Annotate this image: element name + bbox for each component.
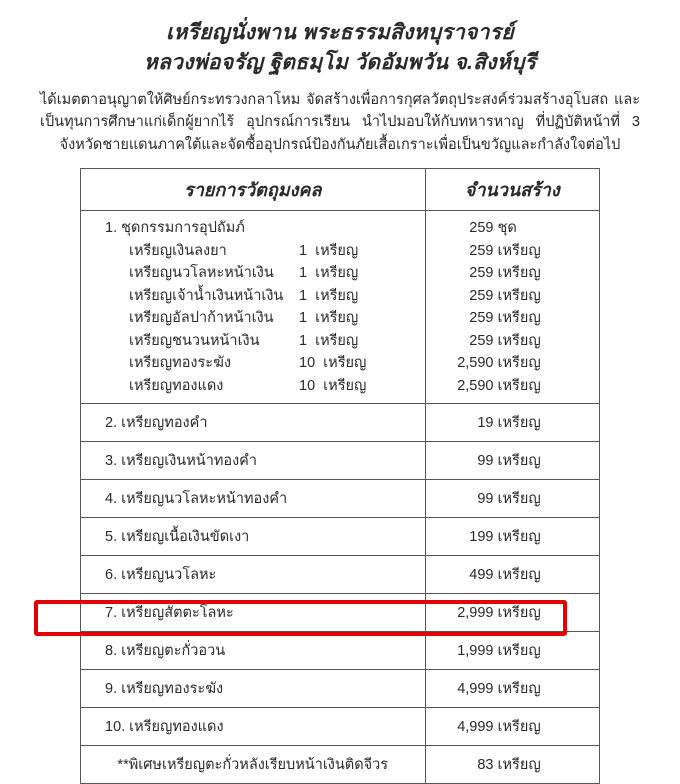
qty-cell: 4,999 เหรียญ xyxy=(425,708,600,746)
group1-line-name: เหรียญนวโลหะหน้าเงิน xyxy=(129,262,299,284)
item-cell: 8. เหรียญตะกั่วอวน xyxy=(81,632,426,670)
group1-line-name: เหรียญชนวนหน้าเงิน xyxy=(129,330,299,352)
group1-line-count: 1 เหรียญ xyxy=(299,262,358,284)
group1-line-name: เหรียญเงินลงยา xyxy=(129,240,299,262)
group1-item-cell: 1. ชุดกรรมการอุปถัมภ์เหรียญเงินลงยา1 เหร… xyxy=(81,211,426,404)
group1-line: เหรียญอัลปาก้าหน้าเงิน1 เหรียญ xyxy=(105,307,417,329)
item-cell: 2. เหรียญทองคำ xyxy=(81,404,426,442)
item-cell: 10. เหรียญทองแดง xyxy=(81,708,426,746)
title-line-1: เหรียญนั่งพาน พระธรรมสิงหบุราจารย์ xyxy=(40,18,640,48)
group1-line-name: เหรียญทองแดง xyxy=(129,375,299,397)
group1-line-count: 1 เหรียญ xyxy=(299,307,358,329)
qty-cell: 99 เหรียญ xyxy=(425,480,600,518)
qty-cell: 2,999 เหรียญ xyxy=(425,594,600,632)
special-item-cell: **พิเศษเหรียญตะกั่วหลังเรียบหน้าเงินติดจ… xyxy=(81,746,426,784)
col-header-qty: จำนวนสร้าง xyxy=(425,169,600,211)
group1-line-count: 10 เหรียญ xyxy=(299,375,366,397)
table-row: 1. ชุดกรรมการอุปถัมภ์เหรียญเงินลงยา1 เหร… xyxy=(81,211,600,404)
table-row: 8. เหรียญตะกั่วอวน1,999 เหรียญ xyxy=(81,632,600,670)
table-container: รายการวัตถุมงคล จำนวนสร้าง 1. ชุดกรรมการ… xyxy=(40,168,640,784)
group1-line-qty: 259 เหรียญ xyxy=(446,330,592,352)
group1-line-count: 1 เหรียญ xyxy=(299,285,358,307)
table-row: 6. เหรียญนวโลหะ499 เหรียญ xyxy=(81,556,600,594)
group1-line-count: 10 เหรียญ xyxy=(299,352,366,374)
group1-line-qty: 259 เหรียญ xyxy=(446,307,592,329)
item-cell: 3. เหรียญเงินหน้าทองคำ xyxy=(81,442,426,480)
group1-line-count: 1 เหรียญ xyxy=(299,240,358,262)
qty-cell: 1,999 เหรียญ xyxy=(425,632,600,670)
table-row: 3. เหรียญเงินหน้าทองคำ99 เหรียญ xyxy=(81,442,600,480)
table-row-special: **พิเศษเหรียญตะกั่วหลังเรียบหน้าเงินติดจ… xyxy=(81,746,600,784)
title-line-2: หลวงพ่อจรัญ ฐิตธมฺโม วัดอัมพวัน จ.สิงห์บ… xyxy=(40,48,640,78)
group1-line-qty: 2,590 เหรียญ xyxy=(446,352,592,374)
qty-cell: 19 เหรียญ xyxy=(425,404,600,442)
intro-paragraph: ได้เมตตาอนุญาตให้ศิษย์กระทรวงกลาโหม จัดส… xyxy=(40,89,640,156)
item-cell: 7. เหรียญสัตตะโลหะ xyxy=(81,594,426,632)
qty-cell: 99 เหรียญ xyxy=(425,442,600,480)
item-cell: 5. เหรียญเนื้อเงินขัดเงา xyxy=(81,518,426,556)
qty-cell: 199 เหรียญ xyxy=(425,518,600,556)
group1-qty-cell: 259 ชุด259 เหรียญ259 เหรียญ259 เหรียญ259… xyxy=(425,211,600,404)
group1-line-count: 1 เหรียญ xyxy=(299,330,358,352)
special-qty-cell: 83 เหรียญ xyxy=(425,746,600,784)
group1-line: เหรียญทองแดง10 เหรียญ xyxy=(105,375,417,397)
group1-header: 1. ชุดกรรมการอุปถัมภ์ xyxy=(105,217,417,239)
group1-line: เหรียญเจ้าน้ำเงินหน้าเงิน1 เหรียญ xyxy=(105,285,417,307)
title-block: เหรียญนั่งพาน พระธรรมสิงหบุราจารย์ หลวงพ… xyxy=(40,18,640,79)
col-header-item: รายการวัตถุมงคล xyxy=(81,169,426,211)
group1-line: เหรียญนวโลหะหน้าเงิน1 เหรียญ xyxy=(105,262,417,284)
group1-line-name: เหรียญทองระฆัง xyxy=(129,352,299,374)
group1-line: เหรียญเงินลงยา1 เหรียญ xyxy=(105,240,417,262)
table-row: 4. เหรียญนวโลหะหน้าทองคำ99 เหรียญ xyxy=(81,480,600,518)
group1-line-qty: 259 เหรียญ xyxy=(446,240,592,262)
group1-line-qty: 259 เหรียญ xyxy=(446,285,592,307)
qty-cell: 499 เหรียญ xyxy=(425,556,600,594)
group1-line: เหรียญชนวนหน้าเงิน1 เหรียญ xyxy=(105,330,417,352)
qty-cell: 4,999 เหรียญ xyxy=(425,670,600,708)
group1-header-name: 1. ชุดกรรมการอุปถัมภ์ xyxy=(105,217,300,239)
group1-line-name: เหรียญอัลปาก้าหน้าเงิน xyxy=(129,307,299,329)
table-row: 5. เหรียญเนื้อเงินขัดเงา199 เหรียญ xyxy=(81,518,600,556)
table-row: 9. เหรียญทองระฆัง4,999 เหรียญ xyxy=(81,670,600,708)
group1-line-qty: 259 เหรียญ xyxy=(446,262,592,284)
table-row: 10. เหรียญทองแดง4,999 เหรียญ xyxy=(81,708,600,746)
group1-header-qty: 259 ชุด xyxy=(446,217,592,239)
item-cell: 4. เหรียญนวโลหะหน้าทองคำ xyxy=(81,480,426,518)
group1-line: เหรียญทองระฆัง10 เหรียญ xyxy=(105,352,417,374)
group1-line-name: เหรียญเจ้าน้ำเงินหน้าเงิน xyxy=(129,285,299,307)
item-cell: 9. เหรียญทองระฆัง xyxy=(81,670,426,708)
group1-line-qty: 2,590 เหรียญ xyxy=(446,375,592,397)
items-table: รายการวัตถุมงคล จำนวนสร้าง 1. ชุดกรรมการ… xyxy=(80,168,600,784)
table-row: 2. เหรียญทองคำ19 เหรียญ xyxy=(81,404,600,442)
table-row: 7. เหรียญสัตตะโลหะ2,999 เหรียญ xyxy=(81,594,600,632)
item-cell: 6. เหรียญนวโลหะ xyxy=(81,556,426,594)
